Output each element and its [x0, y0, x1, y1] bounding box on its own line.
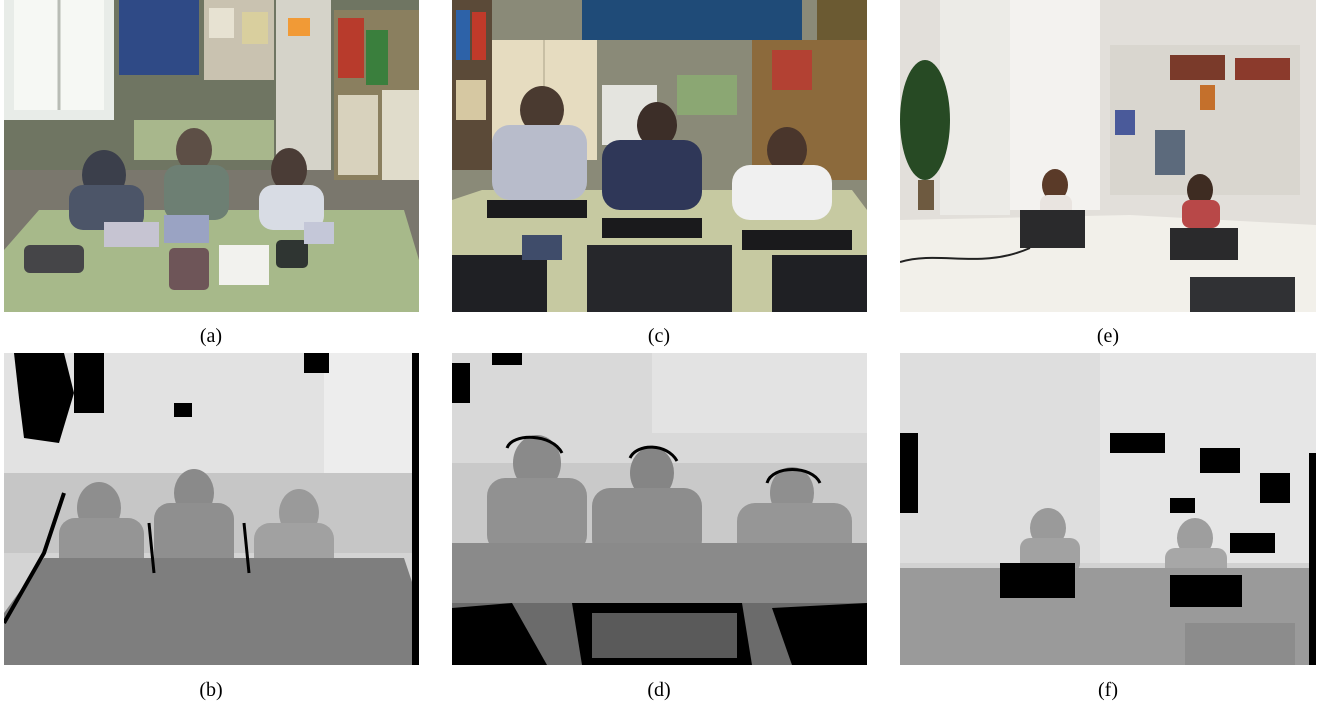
caption-b: (b)	[199, 679, 223, 701]
caption-a: (a)	[199, 325, 223, 347]
caption-e: (e)	[1096, 325, 1120, 347]
panel-a-rgb-image	[4, 0, 419, 312]
caption-c: (c)	[647, 325, 671, 347]
caption-f: (f)	[1098, 679, 1118, 701]
caption-d: (d)	[647, 679, 671, 701]
panel-d-depth-map	[452, 353, 867, 665]
panel-f-depth-map	[900, 353, 1316, 665]
panel-e-rgb-image	[900, 0, 1316, 312]
panel-c-rgb-image	[452, 0, 867, 312]
panel-b-depth-map	[4, 353, 419, 665]
